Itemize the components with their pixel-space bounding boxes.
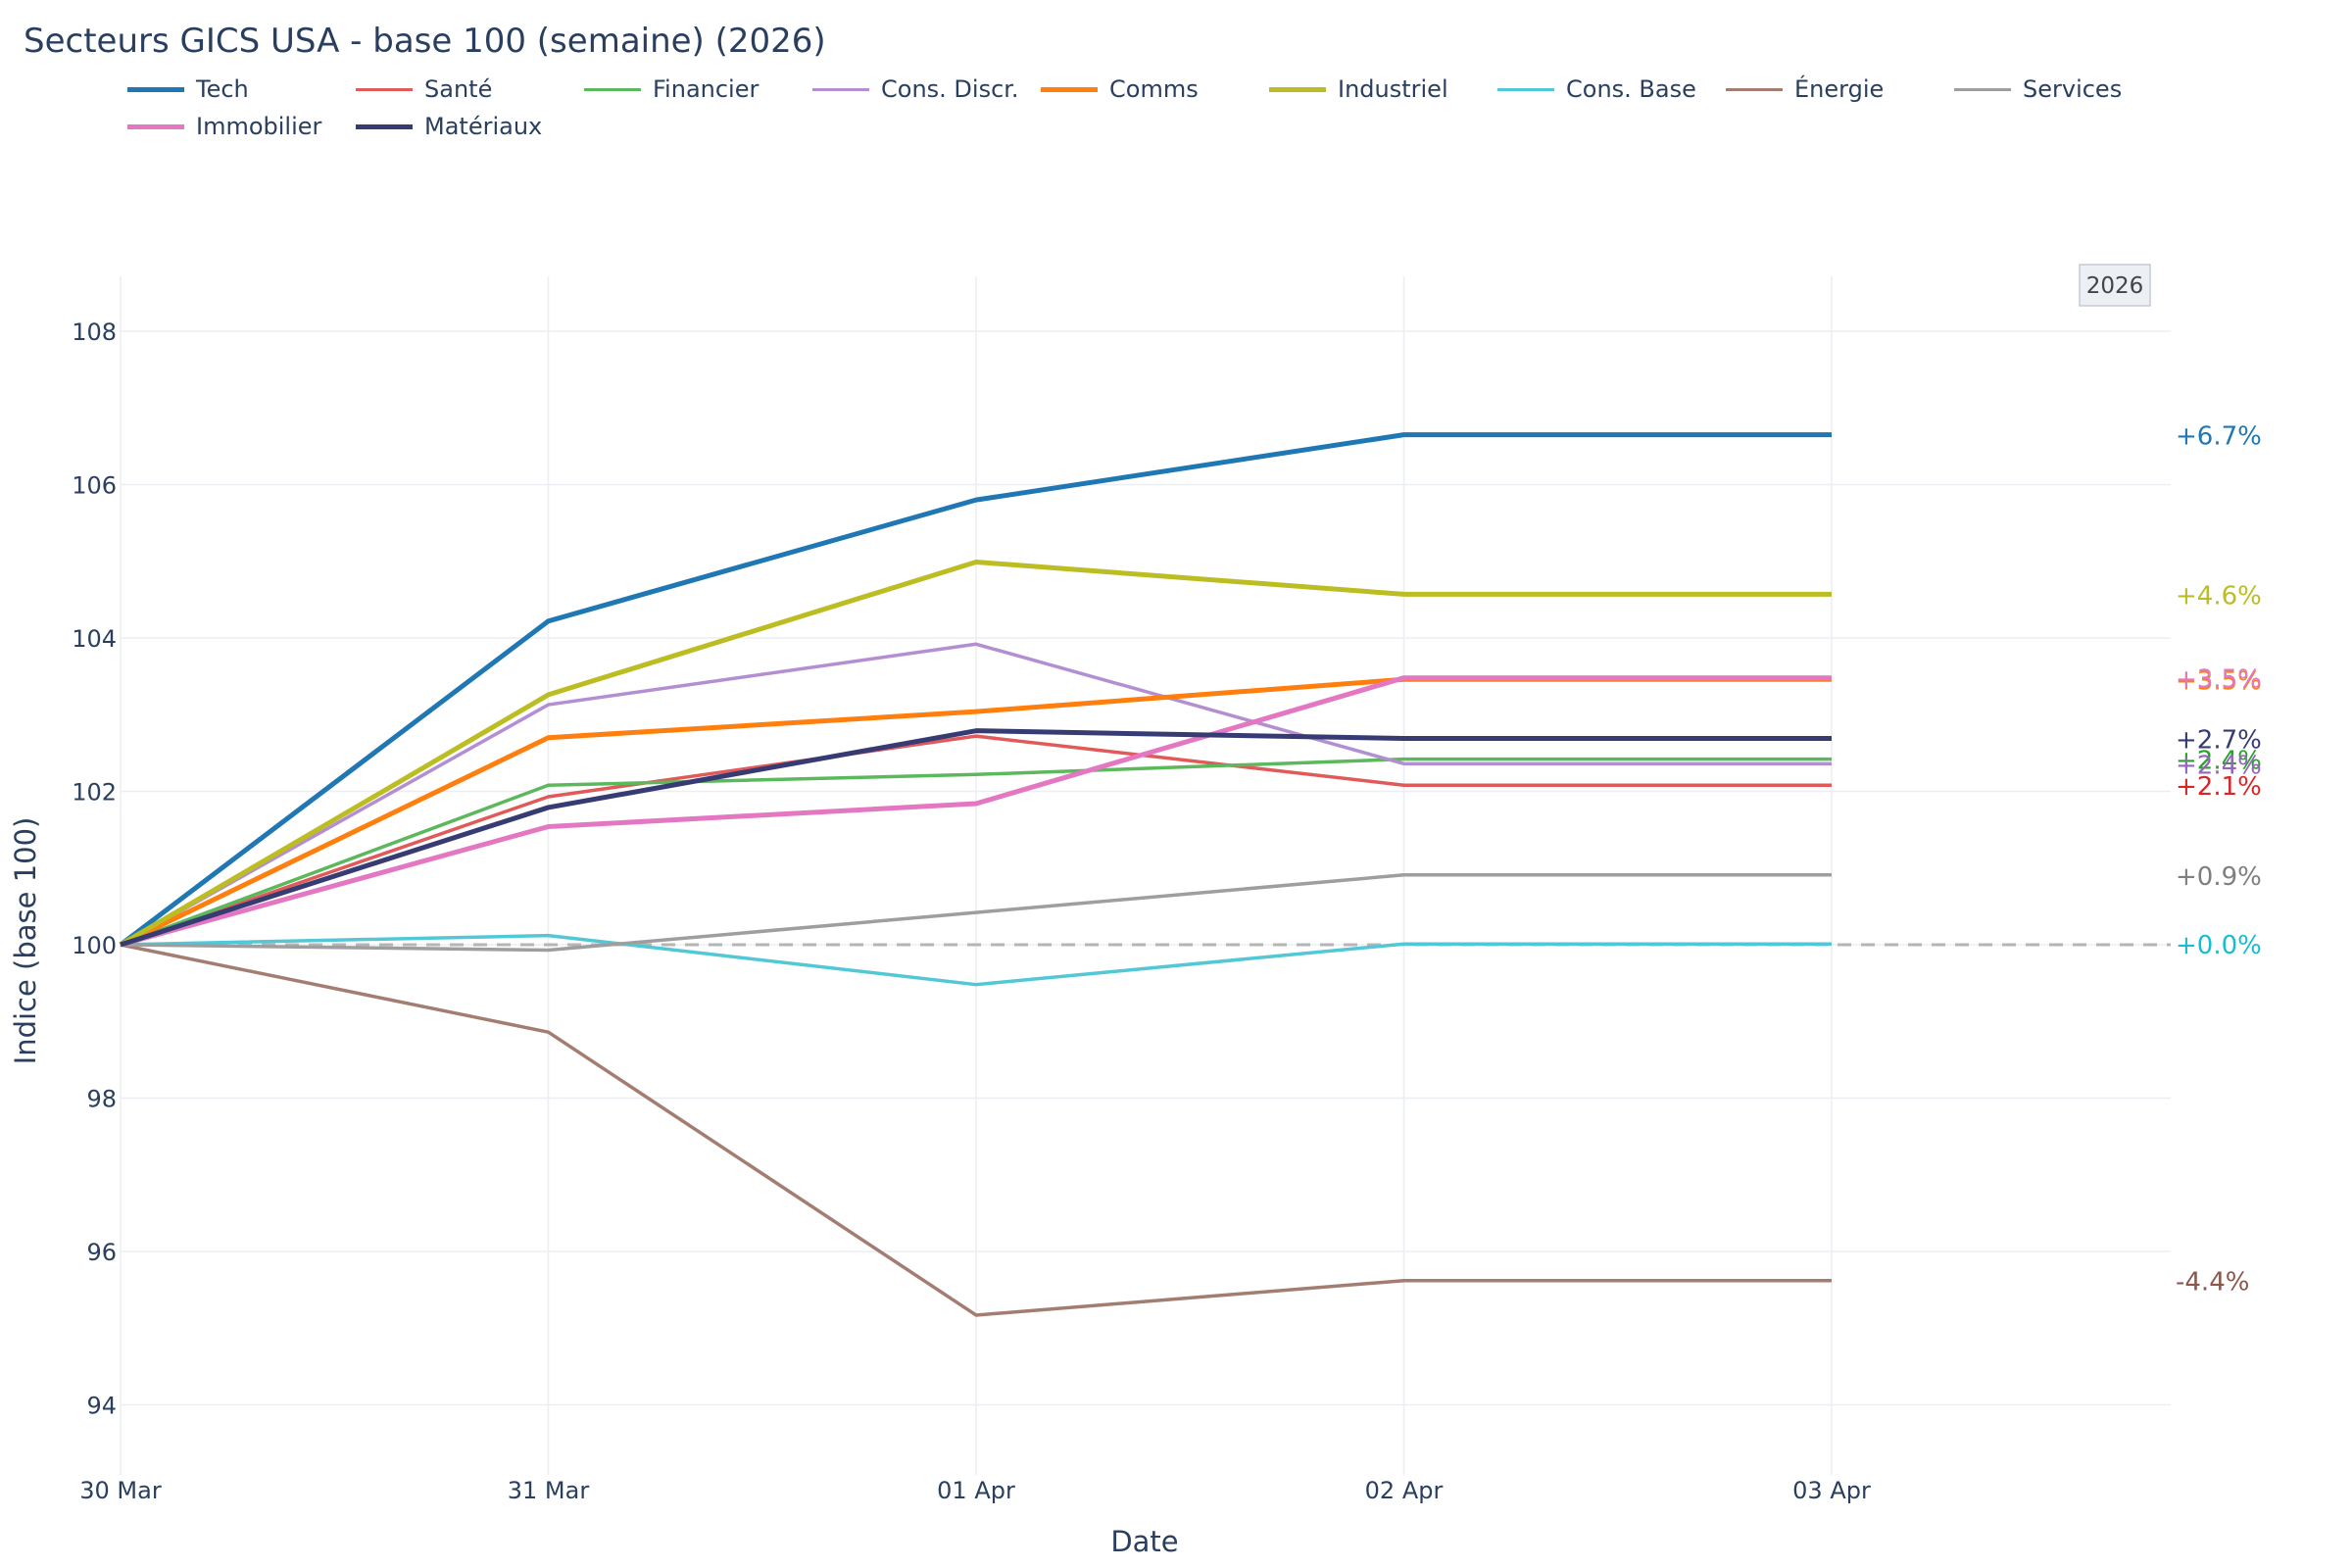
end-label: +2.4% bbox=[2176, 751, 2262, 780]
legend-label: Tech bbox=[196, 75, 249, 103]
legend-item[interactable]: Tech bbox=[127, 74, 249, 104]
end-label: +0.9% bbox=[2176, 862, 2262, 892]
end-label: +0.0% bbox=[2176, 931, 2262, 960]
x-axis: 30 Mar 31 Mar 01 Apr 02 Apr 03 Apr bbox=[79, 1477, 1871, 1504]
x-tick-label: 31 Mar bbox=[508, 1477, 590, 1504]
legend-item[interactable]: Comms bbox=[1041, 74, 1199, 104]
x-tick-label: 02 Apr bbox=[1365, 1477, 1444, 1504]
legend-label: Cons. Base bbox=[1566, 75, 1696, 103]
legend-swatch bbox=[1954, 87, 2011, 91]
y-axis-title: Indice (base 100) bbox=[9, 817, 42, 1065]
end-label: +3.5% bbox=[2176, 665, 2262, 695]
legend-label: Énergie bbox=[1794, 75, 1885, 103]
y-tick-label: 98 bbox=[86, 1086, 117, 1113]
x-axis-title: Date bbox=[1110, 1525, 1178, 1558]
y-tick-label: 104 bbox=[72, 625, 117, 653]
legend-label: Industriel bbox=[1338, 75, 1448, 103]
y-tick-label: 96 bbox=[86, 1239, 117, 1266]
legend-label: Santé bbox=[424, 75, 493, 103]
series-Matériaux bbox=[120, 728, 1833, 948]
legend-item[interactable]: Cons. Discr. bbox=[812, 74, 1019, 104]
legend-label: Immobilier bbox=[196, 113, 322, 140]
legend-label: Cons. Discr. bbox=[881, 75, 1019, 103]
legend-item[interactable]: Financier bbox=[584, 74, 759, 104]
legend-item[interactable]: Santé bbox=[356, 74, 492, 104]
legend-swatch bbox=[1726, 87, 1783, 91]
end-label: +6.7% bbox=[2176, 422, 2262, 452]
legend-swatch bbox=[1041, 86, 1098, 92]
series-lines bbox=[119, 432, 1833, 1317]
legend-label: Services bbox=[2023, 75, 2123, 103]
legend-label: Comms bbox=[1109, 75, 1199, 103]
legend-swatch bbox=[127, 86, 184, 92]
end-label: +2.7% bbox=[2176, 726, 2262, 756]
legend-item[interactable]: Matériaux bbox=[356, 112, 542, 141]
year-badge: 2026 bbox=[2079, 264, 2151, 307]
legend-swatch bbox=[1497, 87, 1554, 91]
chart-title: Secteurs GICS USA - base 100 (semaine) (… bbox=[24, 22, 826, 61]
y-tick-label: 100 bbox=[72, 932, 117, 959]
x-tick-label: 03 Apr bbox=[1792, 1477, 1871, 1504]
legend-item[interactable]: Cons. Base bbox=[1497, 74, 1696, 104]
end-label: +4.6% bbox=[2176, 581, 2262, 611]
y-tick-label: 106 bbox=[72, 472, 117, 500]
end-label: +2.4% bbox=[2176, 747, 2262, 776]
legend-swatch bbox=[356, 87, 413, 91]
legend-item[interactable]: Services bbox=[1954, 74, 2122, 104]
x-tick-label: 01 Apr bbox=[937, 1477, 1015, 1504]
legend-swatch bbox=[127, 123, 184, 129]
year-badge-text: 2026 bbox=[2086, 273, 2144, 299]
legend-swatch bbox=[812, 87, 869, 91]
legend-item[interactable]: Énergie bbox=[1726, 74, 1884, 104]
legend-item[interactable]: Immobilier bbox=[127, 112, 321, 141]
year-badge-box bbox=[2079, 264, 2151, 307]
legend-label: Financier bbox=[653, 75, 760, 103]
y-axis: 94 96 98 100 102 104 106 108 bbox=[72, 318, 117, 1420]
legend-item[interactable]: Industriel bbox=[1269, 74, 1448, 104]
end-label: +2.1% bbox=[2176, 772, 2262, 802]
y-tick-label: 108 bbox=[72, 318, 117, 346]
y-tick-label: 102 bbox=[72, 779, 117, 807]
series-Tech bbox=[119, 432, 1833, 947]
end-labels: +6.7% +2.1%+2.4%+2.4% +3.5% +4.6% +0.0% -4.4%… bbox=[2176, 422, 2262, 1298]
legend-swatch bbox=[584, 87, 641, 91]
gridlines bbox=[120, 276, 2171, 1475]
end-label: -4.4% bbox=[2176, 1268, 2249, 1298]
series-Industriel bbox=[119, 560, 1833, 948]
end-label: +3.5% bbox=[2176, 666, 2262, 696]
legend-swatch bbox=[1269, 86, 1326, 92]
legend-label: Matériaux bbox=[424, 113, 543, 140]
legend-swatch bbox=[356, 123, 413, 129]
x-tick-label: 30 Mar bbox=[79, 1477, 162, 1504]
y-tick-label: 94 bbox=[86, 1393, 117, 1420]
